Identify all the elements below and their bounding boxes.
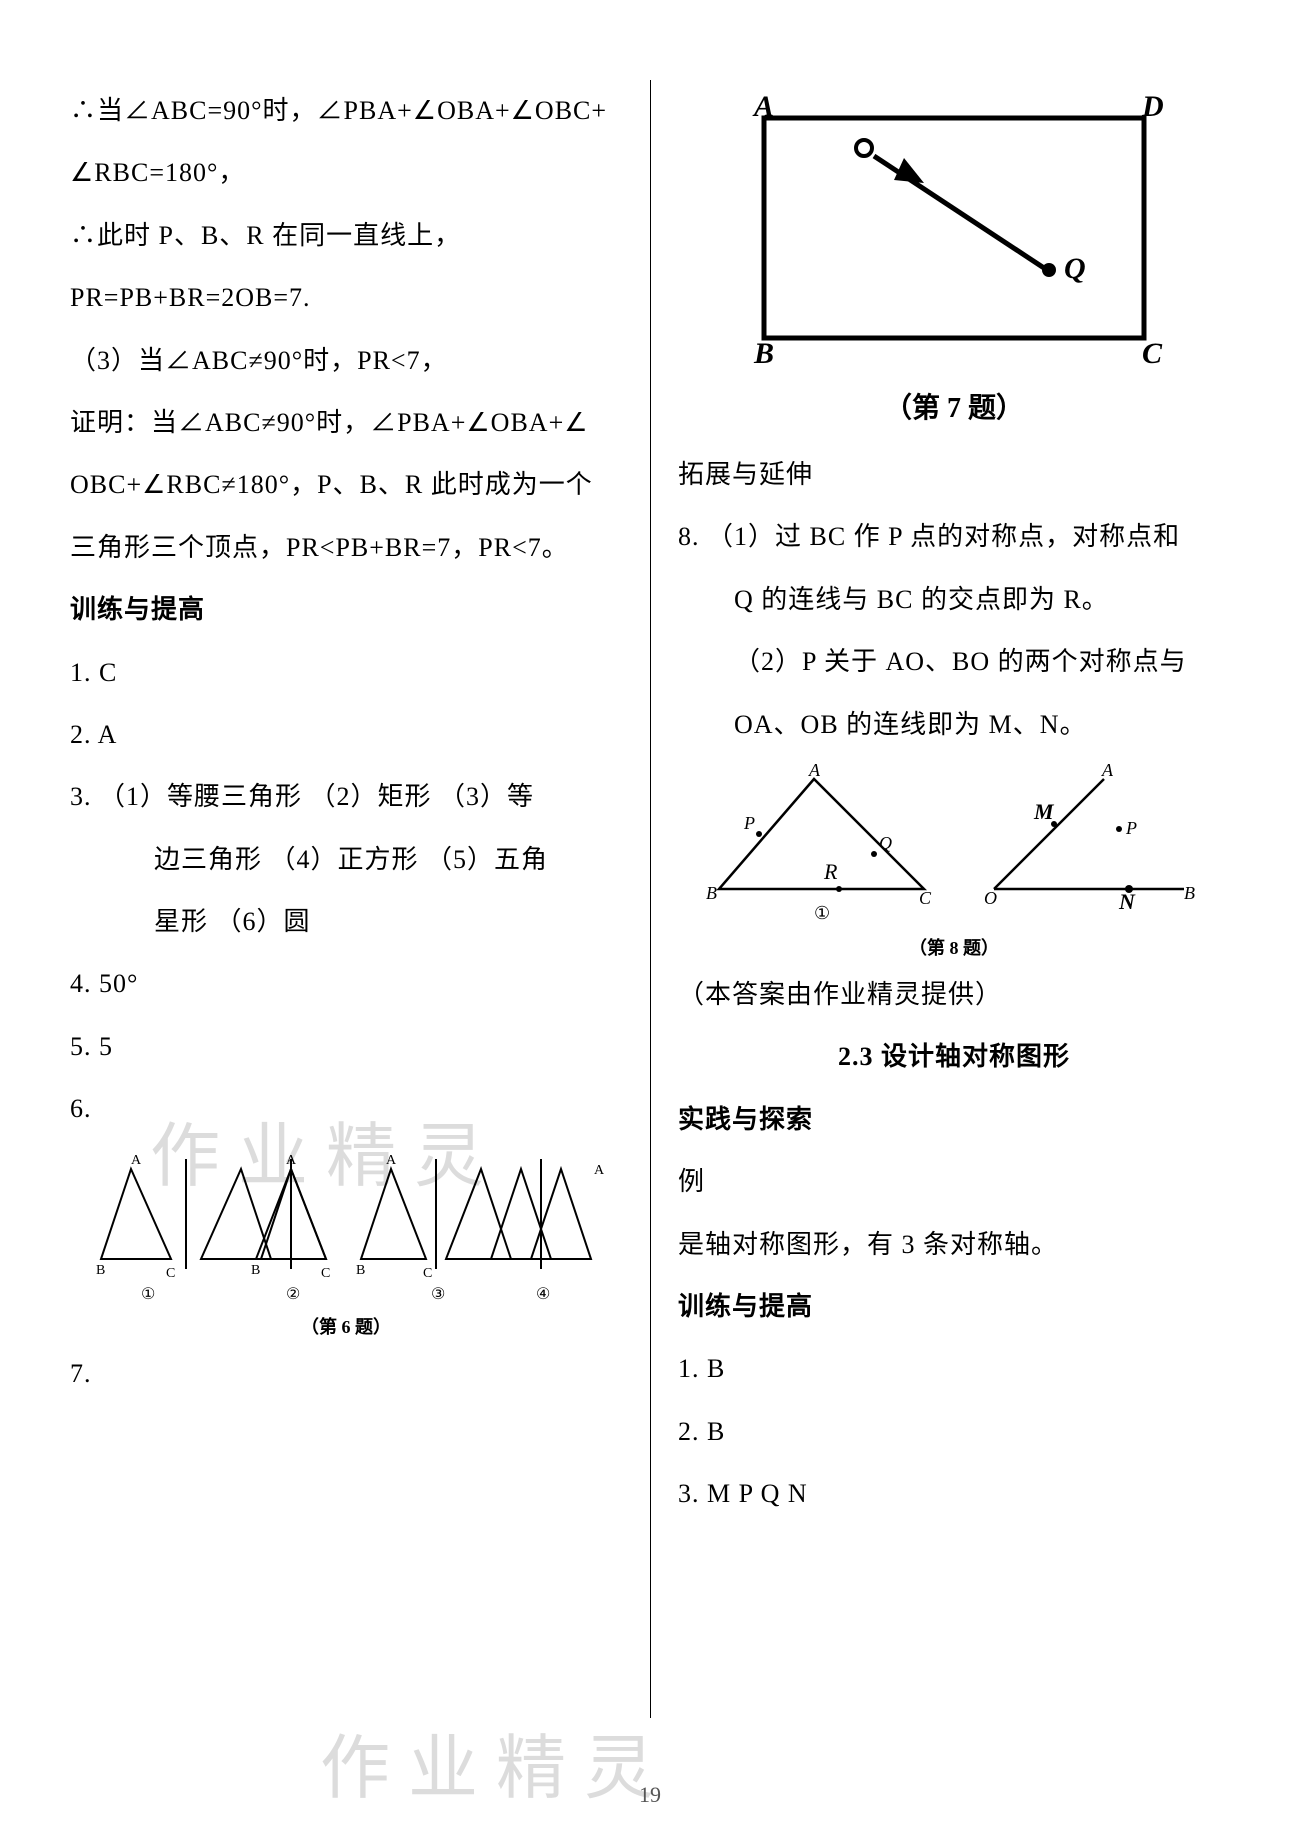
- answer-item-cont: Q 的连线与 BC 的交点即为 R。: [678, 569, 1230, 631]
- svg-text:C: C: [423, 1266, 432, 1281]
- section-heading-training: 训练与提高: [70, 579, 622, 641]
- answer-item: 3. M P Q N: [678, 1463, 1230, 1525]
- right-column: A D B C Q （第 7 题） 拓展与延伸 8. （1）过 BC 作 P 点…: [650, 80, 1230, 1798]
- proof-line: 证明：当∠ABC≠90°时，∠PBA+∠OBA+∠: [70, 392, 622, 454]
- svg-text:D: D: [1141, 90, 1164, 123]
- svg-text:B: B: [1184, 883, 1195, 903]
- svg-text:O: O: [984, 888, 997, 908]
- figure-6: A B C ① A B C ②: [70, 1149, 622, 1339]
- svg-text:C: C: [321, 1266, 330, 1281]
- svg-text:Q: Q: [1064, 252, 1086, 285]
- svg-text:A: A: [286, 1153, 297, 1168]
- svg-text:A: A: [752, 90, 774, 123]
- proof-line: ∴当∠ABC=90°时，∠PBA+∠OBA+∠OBC+: [70, 80, 622, 142]
- figure-7: A D B C Q （第 7 题）: [678, 88, 1230, 426]
- section-title-2-3: 2.3 设计轴对称图形: [678, 1026, 1230, 1088]
- svg-text:①: ①: [814, 903, 830, 923]
- left-column: ∴当∠ABC=90°时，∠PBA+∠OBA+∠OBC+ ∠RBC=180°， ∴…: [70, 80, 650, 1798]
- svg-text:R: R: [823, 859, 838, 884]
- provider-note: （本答案由作业精灵提供）: [678, 964, 1230, 1026]
- svg-text:A: A: [131, 1153, 142, 1168]
- svg-text:④: ④: [536, 1286, 550, 1303]
- proof-line: ∴此时 P、B、R 在同一直线上，: [70, 205, 622, 267]
- answer-item: 3. （1）等腰三角形 （2）矩形 （3）等: [70, 766, 622, 828]
- figure-6-caption: （第 6 题）: [70, 1313, 622, 1339]
- svg-text:A: A: [594, 1163, 605, 1178]
- answer-item: 4. 50°: [70, 953, 622, 1015]
- svg-text:B: B: [753, 337, 774, 368]
- answer-item-cont: OA、OB 的连线即为 M、N。: [678, 694, 1230, 756]
- section-heading-extension: 拓展与延伸: [678, 444, 1230, 506]
- section-heading-practice: 实践与探索: [678, 1089, 1230, 1151]
- answer-item-cont: （2）P 关于 AO、BO 的两个对称点与: [678, 631, 1230, 693]
- page-number: 19: [639, 1782, 661, 1808]
- svg-text:A: A: [808, 764, 821, 780]
- figure-8-caption: （第 8 题）: [678, 934, 1230, 960]
- answer-item: 8. （1）过 BC 作 P 点的对称点，对称点和: [678, 506, 1230, 568]
- answer-item: 1. B: [678, 1338, 1230, 1400]
- svg-text:C: C: [1142, 337, 1163, 368]
- proof-line: ∠RBC=180°，: [70, 142, 622, 204]
- svg-text:Q: Q: [879, 833, 892, 853]
- svg-text:③: ③: [431, 1286, 445, 1303]
- svg-text:A: A: [386, 1153, 397, 1168]
- answer-item: 2. B: [678, 1401, 1230, 1463]
- svg-text:B: B: [96, 1263, 105, 1278]
- answer-item: 2. A: [70, 704, 622, 766]
- svg-text:C: C: [919, 888, 932, 908]
- answer-item: 1. C: [70, 642, 622, 704]
- svg-text:①: ①: [141, 1286, 155, 1303]
- section-heading-training-2: 训练与提高: [678, 1276, 1230, 1338]
- example-line: 是轴对称图形，有 3 条对称轴。: [678, 1214, 1230, 1276]
- proof-line: （3）当∠ABC≠90°时，PR<7，: [70, 330, 622, 392]
- svg-text:B: B: [706, 883, 717, 903]
- proof-line: 三角形三个顶点，PR<PB+BR=7，PR<7。: [70, 517, 622, 579]
- proof-line: PR=PB+BR=2OB=7.: [70, 267, 622, 329]
- answer-item: 7.: [70, 1343, 622, 1405]
- svg-text:②: ②: [286, 1286, 300, 1303]
- svg-text:B: B: [251, 1263, 260, 1278]
- svg-text:P: P: [743, 813, 755, 833]
- svg-text:C: C: [166, 1266, 175, 1281]
- answer-item-cont: 星形 （6）圆: [70, 891, 622, 953]
- svg-text:B: B: [356, 1263, 365, 1278]
- svg-text:P: P: [1125, 818, 1137, 838]
- proof-line: OBC+∠RBC≠180°，P、B、R 此时成为一个: [70, 454, 622, 516]
- answer-item-cont: 边三角形 （4）正方形 （5）五角: [70, 829, 622, 891]
- svg-text:N: N: [1118, 889, 1136, 914]
- svg-text:M: M: [1033, 799, 1055, 824]
- figure-7-caption: （第 7 题）: [678, 386, 1230, 426]
- svg-text:A: A: [1101, 764, 1114, 780]
- example-label: 例: [678, 1151, 1230, 1213]
- answer-item: 6.: [70, 1078, 622, 1140]
- answer-item: 5. 5: [70, 1016, 622, 1078]
- figure-8: P Q R A B C ① M P: [678, 764, 1230, 960]
